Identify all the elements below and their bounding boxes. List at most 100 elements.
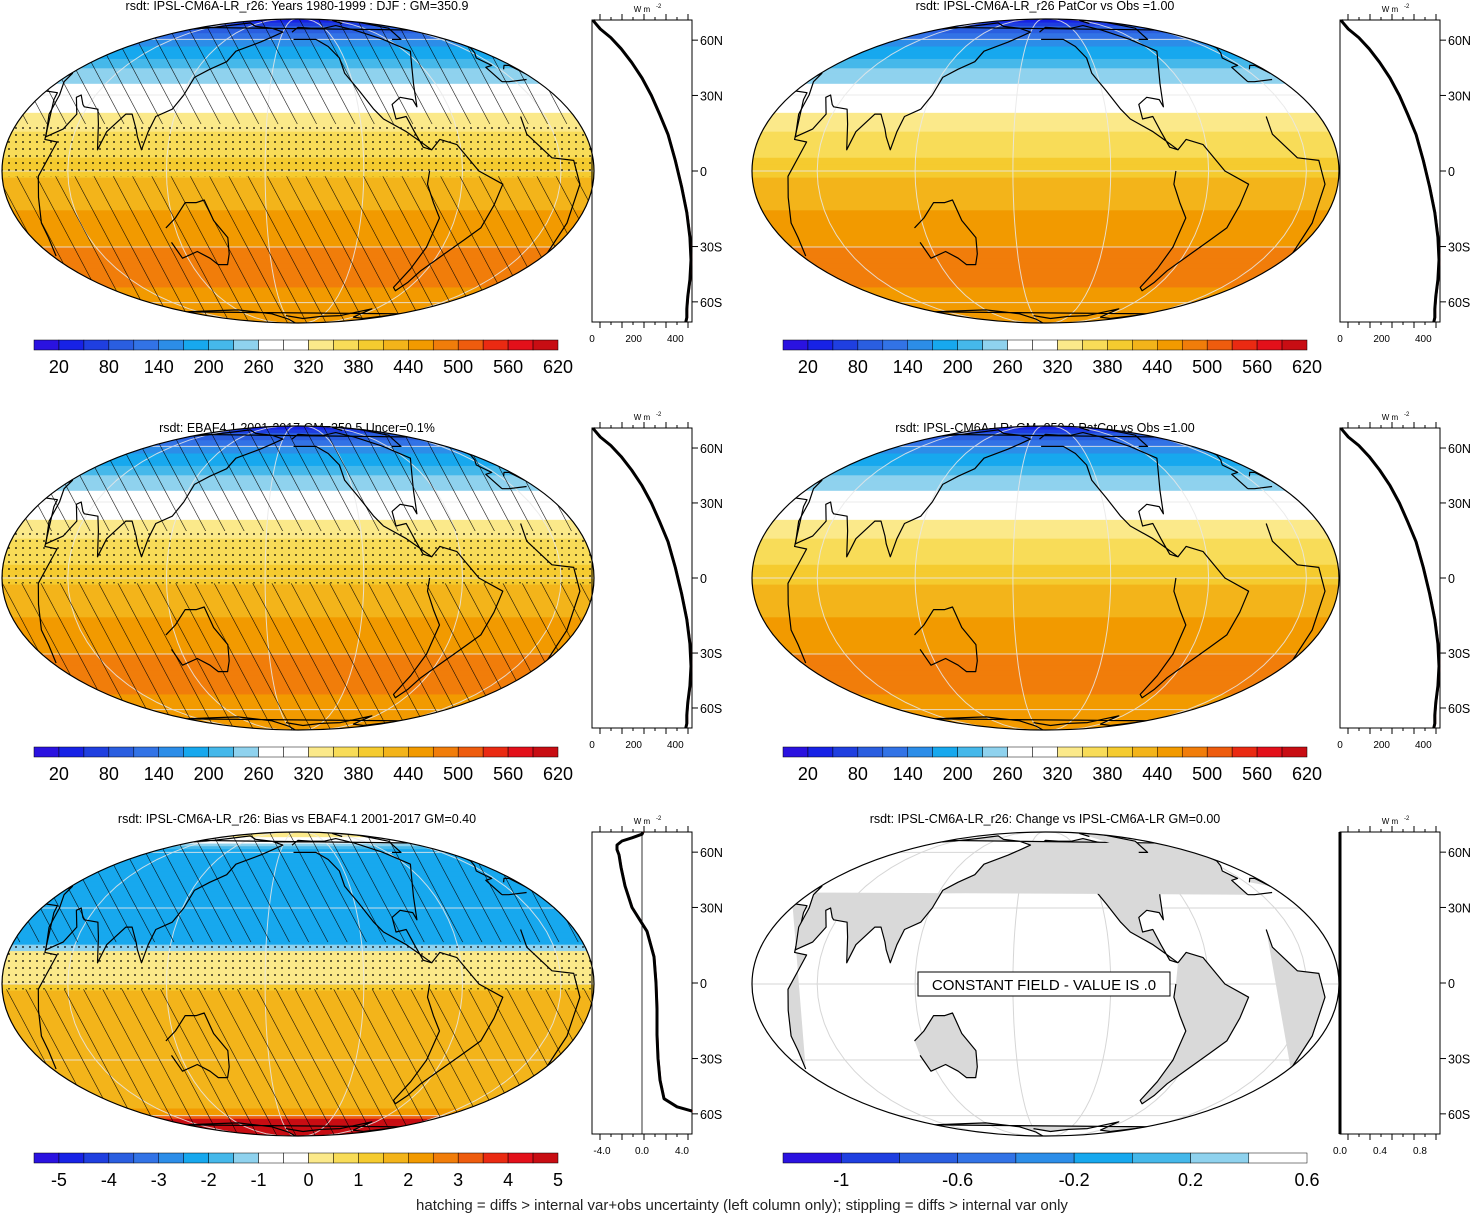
- color-band: [752, 119, 1339, 126]
- profile-unit-exponent: -2: [656, 412, 662, 418]
- color-band: [752, 177, 1339, 185]
- colorbar-swatch: [1132, 746, 1158, 758]
- meridian-line: [1058, 426, 1210, 730]
- color-band: [752, 709, 1339, 714]
- color-band: [752, 690, 1339, 696]
- profile-unit-exponent: -2: [656, 816, 662, 822]
- colorbar-label: 500: [443, 764, 473, 784]
- colorbar-swatch: [482, 339, 509, 351]
- colorbar-swatch: [807, 746, 834, 758]
- profile-xtick-label: -4.0: [593, 1146, 611, 1157]
- color-band: [752, 295, 1339, 300]
- colorbar-swatch: [1206, 339, 1233, 351]
- colorbar-swatch: [58, 339, 85, 351]
- colorbar-label: -5: [51, 1170, 67, 1190]
- colorbar-swatch: [408, 1152, 434, 1164]
- color-band: [752, 526, 1339, 533]
- colorbar-swatch: [1256, 339, 1283, 351]
- colorbar-label: 20: [798, 764, 818, 784]
- panel-title: rsdt: IPSL-CM6A-LR_r26 PatCor vs Obs =1.…: [916, 0, 1175, 13]
- color-band: [752, 305, 1339, 310]
- map: [2, 19, 594, 323]
- colorbar-label: 560: [1242, 357, 1272, 377]
- profile-unit: W m: [1382, 413, 1399, 422]
- colorbar-swatch: [857, 339, 884, 351]
- map-border: [1, 425, 595, 731]
- profile-xtick-label: 200: [1373, 740, 1390, 751]
- colorbar-swatch: [158, 1152, 184, 1164]
- meridian-line: [914, 832, 1036, 1136]
- colorbar-label: 5: [553, 1170, 563, 1190]
- colorbar-swatch: [932, 339, 958, 351]
- colorbar-swatch: [1032, 339, 1058, 351]
- colorbar-label: 140: [893, 764, 923, 784]
- color-band: [752, 480, 1339, 487]
- color-band: [752, 28, 1339, 32]
- profile-unit: W m: [634, 817, 651, 826]
- profile-xtick-label: 0: [589, 740, 595, 751]
- color-band: [752, 584, 1339, 592]
- color-band: [752, 502, 1339, 509]
- color-band: [752, 89, 1339, 96]
- colorbar-swatch: [1181, 339, 1208, 351]
- colorbar-swatch: [982, 746, 1008, 758]
- colorbar-label: 260: [244, 357, 274, 377]
- profile-xtick-label: 200: [1373, 334, 1390, 345]
- meridian-line: [1050, 426, 1112, 730]
- colorbar-swatch: [907, 746, 933, 758]
- colorbar-label: 140: [144, 357, 174, 377]
- lat-tick-label: 60N: [700, 442, 723, 456]
- colorbar-swatch: [457, 746, 484, 758]
- coastline: [1139, 545, 1250, 699]
- color-band: [752, 578, 1339, 586]
- panel-1: rsdt: IPSL-CM6A-LR_r26: Years 1980-1999 …: [1, 0, 723, 377]
- color-band: [752, 78, 1339, 85]
- colorbar-swatch: [782, 746, 809, 758]
- color-band: [752, 545, 1339, 553]
- colorbar-label: 620: [1292, 357, 1322, 377]
- colorbar-swatch: [432, 746, 459, 758]
- color-band: [752, 58, 1339, 65]
- coastline: [787, 78, 1326, 257]
- color-band: [752, 532, 1339, 540]
- profile-xtick-label: 400: [1415, 334, 1432, 345]
- profile-xtick-label: 0: [1337, 334, 1343, 345]
- color-band: [752, 313, 1339, 317]
- lat-tick-label: 0: [700, 572, 707, 586]
- color-band: [752, 470, 1339, 476]
- profile-xtick-label: 4.0: [675, 1146, 689, 1157]
- colorbar-label: 320: [1042, 357, 1072, 377]
- meridian-line: [1065, 426, 1307, 730]
- meridian-line: [816, 19, 1028, 323]
- colorbar-swatch: [1206, 746, 1233, 758]
- colorbar-swatch: [108, 339, 135, 351]
- colorbar-swatch: [108, 746, 135, 758]
- panel-title: rsdt: IPSL-CM6A-LR_r26: Bias vs EBAF4.1 …: [118, 812, 476, 826]
- color-band: [752, 670, 1339, 677]
- colorbar-swatch: [882, 339, 909, 351]
- color-band: [752, 39, 1339, 44]
- color-band: [752, 475, 1339, 481]
- color-band: [752, 299, 1339, 304]
- colorbar-label: 320: [293, 357, 323, 377]
- panel-3: rsdt: EBAF4.1 2001-2017 GM=350.5 Uncer=0…: [1, 412, 723, 784]
- color-band: [752, 273, 1339, 280]
- lat-tick-label: 30S: [1448, 1053, 1470, 1067]
- colorbar-label: 260: [993, 357, 1023, 377]
- color-band: [752, 268, 1339, 275]
- color-band: [752, 258, 1339, 265]
- lat-tick-label: 30N: [1448, 89, 1471, 103]
- color-band: [752, 712, 1339, 717]
- lat-tick-label: 30N: [700, 497, 723, 511]
- colorbar-label: 80: [848, 357, 868, 377]
- lat-tick-label: 60N: [1448, 846, 1471, 860]
- colorbar-label: 140: [893, 357, 923, 377]
- color-band: [752, 461, 1339, 467]
- panel-5: rsdt: IPSL-CM6A-LR_r26: Bias vs EBAF4.1 …: [1, 812, 723, 1190]
- color-band: [752, 654, 1339, 661]
- color-band: [752, 21, 1339, 24]
- color-band: [752, 642, 1339, 649]
- colorbar-swatch: [133, 746, 160, 758]
- colorbar-label: -3: [151, 1170, 167, 1190]
- color-band: [752, 210, 1339, 218]
